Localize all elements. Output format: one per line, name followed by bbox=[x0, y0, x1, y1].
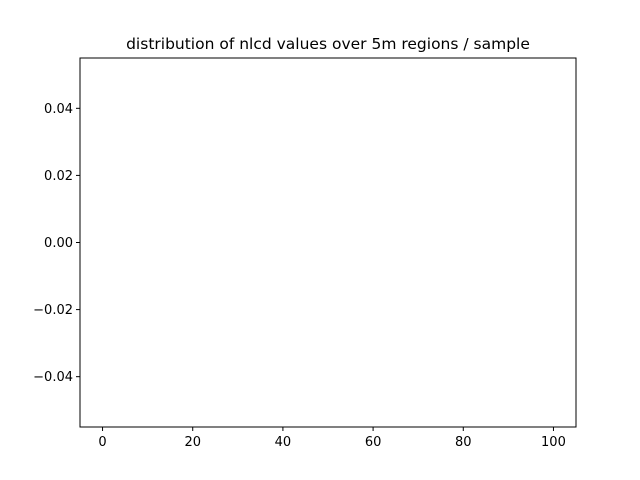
y-tick-label: 0.04 bbox=[44, 102, 73, 117]
x-tick-label: 40 bbox=[275, 435, 292, 450]
y-tick-label: 0.02 bbox=[44, 169, 73, 184]
x-tick-label: 20 bbox=[184, 435, 201, 450]
x-tick-label: 80 bbox=[455, 435, 472, 450]
x-axis: 0 20 40 60 80 100 bbox=[98, 427, 566, 450]
x-tick-label: 60 bbox=[365, 435, 382, 450]
y-tick-label: −0.04 bbox=[33, 370, 73, 385]
x-tick-label: 0 bbox=[98, 435, 106, 450]
chart-title: distribution of nlcd values over 5m regi… bbox=[126, 35, 530, 53]
y-axis: 0.04 0.02 0.00 −0.02 −0.04 bbox=[33, 102, 80, 385]
y-tick-label: −0.02 bbox=[33, 303, 73, 318]
x-tick-label: 100 bbox=[541, 435, 566, 450]
plot-area bbox=[79, 57, 577, 428]
y-tick-label: 0.00 bbox=[44, 236, 73, 251]
